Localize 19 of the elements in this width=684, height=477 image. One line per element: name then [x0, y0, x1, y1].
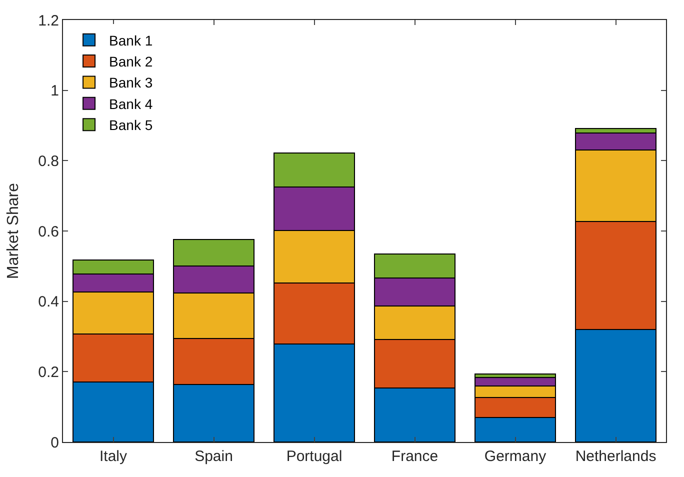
y-tick-label: 0.6 [38, 223, 59, 240]
y-tick-label: 1 [50, 82, 59, 100]
x-tick-label: Netherlands [575, 448, 656, 465]
y-tick-label: 0 [50, 434, 59, 452]
x-tick-label: Spain [194, 448, 233, 465]
y-tick-label: 0.2 [38, 364, 59, 381]
x-tick-label: Germany [484, 448, 547, 465]
legend-label: Bank 3 [109, 74, 153, 91]
x-tick-label: Italy [99, 448, 128, 465]
x-tick-label: Portugal [286, 448, 342, 465]
y-axis-title: Market Share [5, 182, 22, 280]
y-tick-label: 0.4 [38, 294, 59, 311]
legend-label: Bank 4 [109, 96, 153, 112]
y-tick-label: 0.8 [38, 152, 59, 170]
x-tick-label: France [391, 448, 438, 465]
legend-label: Bank 2 [109, 53, 153, 70]
y-tick-label: 1.2 [38, 12, 59, 30]
legend-label: Bank 1 [109, 32, 153, 48]
legend-label: Bank 5 [109, 117, 153, 134]
